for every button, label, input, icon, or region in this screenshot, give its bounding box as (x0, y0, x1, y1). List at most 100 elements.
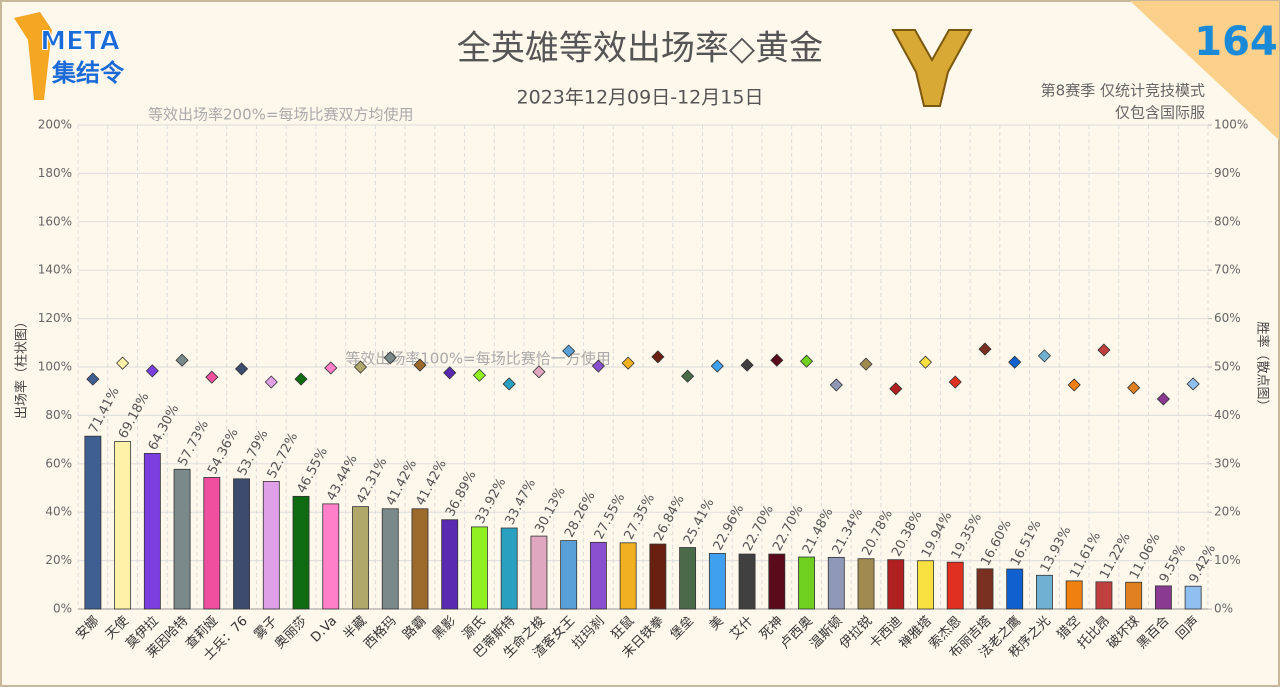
bar (173, 468, 191, 610)
y-tick-label: 140% (38, 263, 72, 277)
y2-tick-label: 70% (1214, 263, 1241, 277)
y-tick-label: 100% (38, 360, 72, 374)
y-tick-label: 200% (38, 118, 72, 132)
bar (381, 508, 399, 610)
bar (262, 481, 280, 610)
y-tick-label: 80% (45, 408, 72, 422)
bar (1154, 585, 1172, 610)
win-rate-point (1097, 343, 1111, 357)
annotation: 等效出场率200%=每场比赛双方均使用 (148, 106, 413, 124)
bar (560, 540, 578, 610)
win-rate-point (1037, 349, 1052, 363)
bar (292, 495, 310, 610)
win-rate-point (116, 356, 130, 370)
bar (114, 441, 132, 610)
y2-axis-label: 胜率（散点图） (1255, 321, 1271, 412)
win-rate-point (1008, 355, 1022, 369)
win-rate-point (621, 356, 635, 370)
bar (827, 556, 845, 610)
logo-text: 集结令 (51, 59, 125, 87)
win-rate-point (1186, 377, 1200, 391)
y-tick-label: 0% (53, 602, 72, 616)
bar (233, 478, 250, 610)
y-tick-label: 160% (38, 214, 72, 228)
win-rate-point (472, 368, 487, 382)
win-rate-point (591, 359, 605, 373)
bar (441, 519, 459, 610)
bar (1125, 581, 1143, 610)
win-rate-point (740, 358, 754, 372)
logo-torch (14, 12, 52, 100)
bar (619, 542, 637, 610)
y-tick-label: 60% (45, 456, 72, 470)
bar (946, 561, 964, 610)
y2-tick-label: 30% (1214, 456, 1241, 470)
win-rate-point (264, 375, 278, 389)
win-rate-point (1156, 392, 1170, 406)
win-rate-point (294, 372, 308, 386)
win-rate-point (86, 372, 100, 386)
win-rate-point (1067, 378, 1081, 392)
win-rate-point (681, 369, 695, 383)
bar (530, 535, 548, 610)
chart-title: 全英雄等效出场率◇黄金 (457, 29, 823, 69)
win-rate-point (324, 361, 338, 375)
win-rate-point (562, 344, 576, 358)
annotation: 等效出场率100%=每场比赛恰一方使用 (345, 350, 610, 368)
logo-text: META (40, 27, 119, 57)
y2-tick-label: 90% (1214, 166, 1241, 180)
win-rate-point (443, 366, 457, 380)
win-rate-point (234, 362, 249, 376)
y-tick-label: 40% (45, 505, 72, 519)
trophy-shape (891, 29, 973, 107)
bar (84, 435, 102, 610)
bar (857, 558, 875, 610)
y-axis-label: 出场率（柱状图） (14, 315, 30, 419)
bar (352, 506, 369, 610)
y2-tick-label: 50% (1214, 360, 1241, 374)
win-rate-point (710, 359, 724, 373)
win-rate-point (918, 355, 933, 369)
win-rate-point (175, 353, 189, 367)
bar (976, 568, 994, 610)
bar (738, 553, 756, 610)
bar (887, 559, 905, 610)
bar (768, 553, 786, 610)
logo: META 集结令 (14, 12, 125, 100)
y2-tick-label: 80% (1214, 214, 1241, 228)
corner (1130, 1, 1279, 140)
bar (708, 553, 726, 610)
win-rate-point (532, 365, 546, 379)
y-tick-label: 180% (38, 166, 72, 180)
bar (798, 556, 815, 610)
bar (1006, 568, 1024, 610)
bar (917, 560, 934, 610)
y2-tick-label: 20% (1214, 505, 1241, 519)
win-rate-point (889, 382, 903, 396)
y2-tick-label: 0% (1214, 602, 1233, 616)
y2-tick-label: 60% (1214, 311, 1241, 325)
bar (500, 527, 518, 610)
bar (1065, 580, 1083, 610)
bar (1095, 581, 1113, 610)
win-rate-point (1127, 381, 1141, 395)
bar (1036, 574, 1053, 610)
bar (322, 503, 340, 610)
bar (143, 452, 161, 610)
win-rate-point (651, 350, 665, 364)
y2-tick-label: 10% (1214, 553, 1241, 567)
win-rate-point (145, 364, 159, 378)
win-rate-point (383, 351, 397, 365)
win-rate-point (799, 354, 814, 368)
win-rate-point (978, 342, 992, 356)
bar (1184, 585, 1202, 610)
issue: 164 (1194, 19, 1278, 65)
note: 仅包含国际服 (1115, 104, 1205, 122)
win-rate-point (829, 378, 843, 392)
y2-tick-label: 40% (1214, 408, 1241, 422)
bar (411, 508, 429, 610)
bar (203, 477, 221, 610)
bar (589, 541, 607, 610)
note: 第8赛季 仅统计竞技模式 (1041, 82, 1205, 100)
